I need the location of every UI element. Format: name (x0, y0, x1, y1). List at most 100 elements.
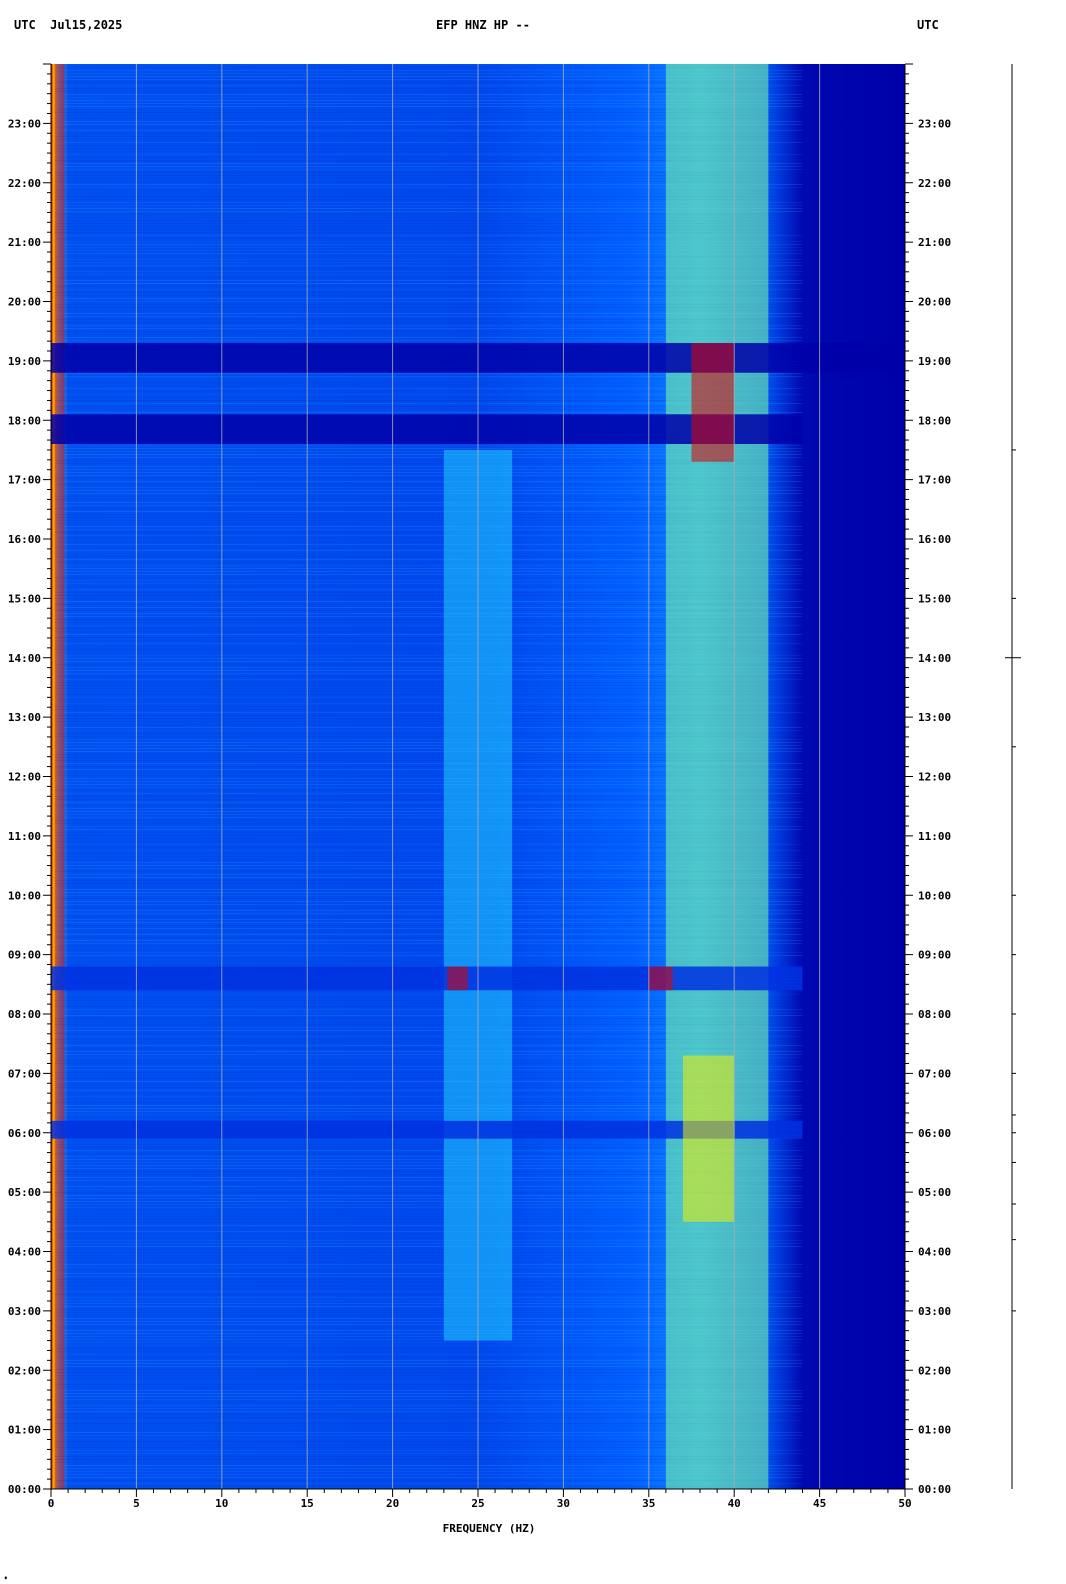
texture-streak (55, 802, 803, 803)
texture-streak (55, 1315, 803, 1316)
texture-streak (55, 526, 803, 527)
texture-streak (55, 220, 803, 221)
texture-streak (55, 181, 803, 182)
texture-streak (55, 1318, 803, 1319)
texture-streak (55, 412, 803, 413)
texture-streak (55, 1150, 803, 1151)
texture-streak (55, 757, 803, 758)
texture-streak (55, 406, 803, 407)
texture-streak (55, 1075, 803, 1076)
texture-streak (55, 610, 803, 611)
x-tick-label: 50 (898, 1497, 911, 1510)
texture-streak (55, 1231, 803, 1232)
y-tick-label-right: 20:00 (918, 296, 951, 309)
texture-streak (55, 577, 803, 578)
texture-streak (55, 115, 803, 116)
y-tick-label-right: 14:00 (918, 652, 951, 665)
texture-streak (55, 169, 803, 170)
texture-streak (55, 1156, 803, 1157)
texture-streak (55, 835, 803, 836)
texture-streak (55, 1072, 803, 1073)
texture-streak (55, 1186, 803, 1187)
texture-streak (55, 1474, 803, 1475)
texture-streak (55, 301, 803, 302)
texture-streak (55, 1063, 803, 1064)
texture-streak (55, 580, 803, 581)
y-tick-label-left: 15:00 (8, 592, 41, 605)
texture-streak (55, 676, 803, 677)
texture-streak (55, 175, 803, 176)
texture-streak (55, 1102, 803, 1103)
texture-streak (55, 1402, 803, 1403)
y-tick-label-right: 10:00 (918, 889, 951, 902)
texture-streak (55, 565, 803, 566)
texture-streak (55, 709, 803, 710)
texture-streak (55, 157, 803, 158)
texture-streak (55, 1198, 803, 1199)
texture-streak (55, 202, 803, 203)
texture-streak (55, 601, 803, 602)
texture-streak (55, 1159, 803, 1160)
x-tick-label: 30 (557, 1497, 570, 1510)
texture-streak (55, 859, 803, 860)
y-tick-label-right: 09:00 (918, 949, 951, 962)
x-tick-label: 25 (471, 1497, 484, 1510)
header-timezone: UTC (917, 18, 939, 32)
x-tick-label: 5 (133, 1497, 140, 1510)
texture-streak (55, 484, 803, 485)
texture-streak (55, 553, 803, 554)
texture-streak (55, 1378, 803, 1379)
texture-streak (55, 277, 803, 278)
texture-streak (55, 655, 803, 656)
texture-streak (55, 451, 803, 452)
y-tick-label-right: 21:00 (918, 236, 951, 249)
texture-streak (55, 619, 803, 620)
texture-streak (55, 880, 803, 881)
texture-streak (55, 520, 803, 521)
texture-streak (55, 274, 803, 275)
texture-streak (55, 1438, 803, 1439)
texture-streak (55, 145, 803, 146)
texture-streak (55, 1297, 803, 1298)
texture-streak (55, 265, 803, 266)
texture-streak (55, 640, 803, 641)
texture-streak (55, 1255, 803, 1256)
texture-streak (55, 877, 803, 878)
x-tick-label: 35 (642, 1497, 655, 1510)
texture-streak (55, 1456, 803, 1457)
texture-streak (55, 1141, 803, 1142)
texture-streak (55, 1015, 803, 1016)
texture-streak (55, 763, 803, 764)
texture-streak (55, 1345, 803, 1346)
texture-streak (55, 883, 803, 884)
texture-streak (55, 1321, 803, 1322)
texture-streak (55, 1267, 803, 1268)
y-tick-label-left: 17:00 (8, 474, 41, 487)
y-tick-label-left: 02:00 (8, 1364, 41, 1377)
texture-streak (55, 205, 803, 206)
texture-streak (55, 991, 803, 992)
texture-streak (55, 997, 803, 998)
texture-streak (55, 1270, 803, 1271)
texture-streak (55, 853, 803, 854)
texture-streak (55, 223, 803, 224)
texture-streak (55, 613, 803, 614)
y-tick-label-right: 19:00 (918, 355, 951, 368)
texture-streak (55, 1366, 803, 1367)
y-tick-label-right: 02:00 (918, 1364, 951, 1377)
texture-streak (55, 532, 803, 533)
texture-streak (55, 1105, 803, 1106)
texture-streak (55, 1441, 803, 1442)
texture-streak (55, 889, 803, 890)
texture-streak (55, 91, 803, 92)
texture-streak (55, 1396, 803, 1397)
texture-streak (55, 517, 803, 518)
texture-streak (55, 1459, 803, 1460)
texture-streak (55, 1144, 803, 1145)
y-tick-label-left: 18:00 (8, 414, 41, 427)
texture-streak (55, 100, 803, 101)
texture-streak (55, 1096, 803, 1097)
texture-streak (55, 688, 803, 689)
texture-streak (55, 874, 803, 875)
texture-streak (55, 643, 803, 644)
